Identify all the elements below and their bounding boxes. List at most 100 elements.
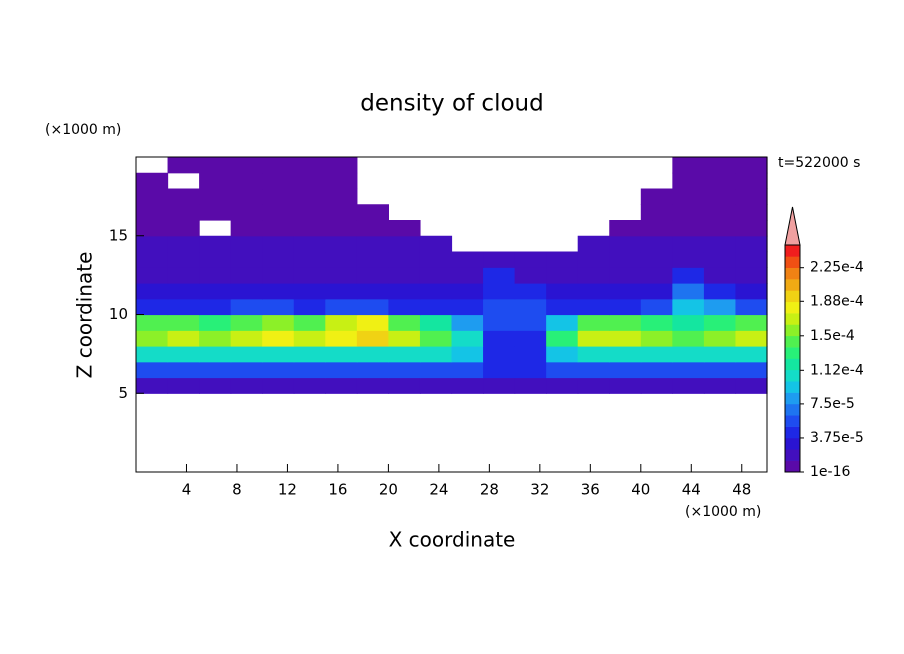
y-unit: (×1000 m) [45, 122, 121, 138]
contour-cell [167, 283, 200, 300]
x-unit: (×1000 m) [685, 504, 761, 520]
contour-cell [136, 172, 169, 190]
contour-cell [672, 267, 705, 284]
contour-cell [325, 330, 358, 347]
contour-cell [640, 377, 673, 394]
colorbar-tick-label: 2.25e-4 [810, 260, 864, 276]
contour-cell [672, 377, 705, 394]
colorbar-bin [785, 426, 800, 439]
contour-cell [230, 251, 263, 268]
contour-cell [325, 188, 358, 205]
contour-cell [703, 377, 737, 394]
contour-cell [136, 283, 169, 300]
contour-cell [640, 330, 673, 347]
contour-cell [356, 235, 389, 253]
contour-cell [293, 157, 326, 174]
contour-cell [136, 220, 169, 237]
contour-cell [356, 377, 389, 394]
contour-cell [293, 204, 326, 221]
contour-cell [546, 361, 579, 379]
contour-cell [199, 188, 232, 205]
contour-cell [293, 377, 326, 394]
contour-cell [483, 346, 516, 363]
contour-cell [735, 346, 768, 363]
contour-cell [577, 346, 610, 363]
contour-cell [199, 235, 232, 253]
contour-cell [262, 157, 295, 174]
contour-cell [293, 267, 326, 284]
contour-cell [325, 298, 358, 316]
contour-cell [230, 283, 263, 300]
contour-cell [735, 251, 768, 268]
contour-cell [167, 314, 200, 331]
contour-cell [703, 188, 737, 205]
contour-cell [325, 314, 358, 331]
contour-cell [262, 267, 295, 284]
contour-cell [451, 346, 484, 363]
contour-cell [703, 330, 737, 347]
contour-cell [167, 220, 200, 237]
contour-cell [514, 346, 547, 363]
contour-cell [419, 283, 453, 300]
contour-cell [199, 346, 232, 363]
x-tick-label: 16 [328, 481, 347, 499]
x-tick-label: 24 [429, 481, 448, 499]
contour-cell [356, 204, 389, 221]
contour-cell [230, 204, 263, 221]
contour-cell [136, 314, 169, 331]
colorbar-bin [785, 301, 800, 314]
contour-cell [167, 204, 200, 221]
contour-cell [546, 298, 579, 316]
contour-cell [293, 314, 326, 331]
contour-cell [230, 330, 263, 347]
contour-cell [325, 220, 358, 237]
contour-cell [451, 298, 484, 316]
contour-cell [167, 188, 200, 205]
colorbar-bin [785, 335, 800, 348]
contour-cell [388, 314, 421, 331]
contour-cell [199, 283, 232, 300]
contour-cell [167, 157, 200, 174]
contour-cell [640, 204, 673, 221]
contour-cell [451, 314, 484, 331]
x-axis-label: X coordinate [389, 528, 516, 552]
contour-cell [514, 314, 547, 331]
contour-cell [199, 172, 232, 190]
contour-cell [735, 298, 768, 316]
x-tick-label: 40 [631, 481, 650, 499]
contour-cell [735, 172, 768, 190]
x-tick-label: 32 [530, 481, 549, 499]
colorbar-bin [785, 415, 800, 427]
contour-cell [293, 361, 326, 379]
contour-cell [419, 361, 453, 379]
contour-cell [356, 330, 389, 347]
contour-cell [577, 361, 610, 379]
contour-cell [388, 251, 421, 268]
x-tick-label: 8 [232, 481, 242, 499]
colorbar-bin [785, 313, 800, 325]
colorbar-tick-label: 1.88e-4 [810, 293, 864, 309]
y-axis-label: Z coordinate [73, 252, 97, 379]
contour-cell [356, 251, 389, 268]
contour-cell [577, 314, 610, 331]
contour-cell [167, 377, 200, 394]
contour-cell [262, 377, 295, 394]
contour-cell [356, 267, 389, 284]
contour-cell [672, 235, 705, 253]
contour-cell [451, 283, 484, 300]
contour-cell [703, 204, 737, 221]
contour-cell [672, 330, 705, 347]
contour-cell [483, 361, 516, 379]
contour-cell [672, 346, 705, 363]
contour-cell [483, 267, 516, 284]
contour-cell [167, 361, 200, 379]
contour-cell [577, 298, 610, 316]
contour-cell [735, 220, 768, 237]
contour-cell [325, 235, 358, 253]
contour-cell [136, 235, 169, 253]
contour-cell [419, 330, 453, 347]
contour-cell [546, 330, 579, 347]
contour-cell [609, 251, 642, 268]
contour-cell [293, 172, 326, 190]
contour-cell [703, 220, 737, 237]
